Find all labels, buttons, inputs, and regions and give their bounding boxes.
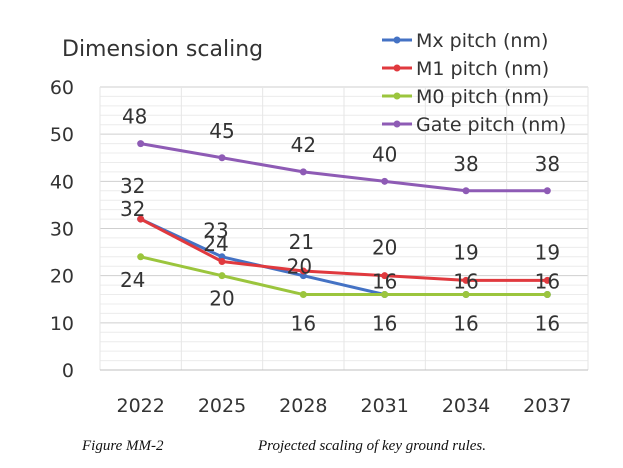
figure-caption: Figure MM-2 Projected scaling of key gro… — [0, 434, 623, 458]
y-tick-label: 30 — [50, 219, 74, 241]
legend-label: Gate pitch (nm) — [416, 114, 566, 136]
series-line-gate — [140, 142, 548, 193]
data-point-m0 — [299, 291, 307, 299]
x-tick-label: 2028 — [279, 395, 327, 417]
y-tick-label: 10 — [50, 313, 74, 335]
data-point-gate — [381, 177, 389, 185]
y-tick-label: 60 — [50, 77, 74, 99]
legend-label: M1 pitch (nm) — [416, 58, 549, 80]
y-tick-label: 50 — [50, 124, 74, 146]
x-tick-label: 2034 — [442, 395, 490, 417]
data-point-m0 — [218, 272, 226, 280]
data-label-gate: 38 — [535, 152, 560, 176]
data-label-gate: 45 — [209, 119, 234, 143]
x-tick-label: 2025 — [198, 395, 246, 417]
chart-canvas: 0 10 20 30 40 50 60 2022 2025 2028 2031 2034 2037 32… — [50, 30, 589, 417]
data-label-m1: 21 — [289, 230, 314, 254]
data-label-m0: 16 — [453, 312, 478, 336]
data-label-gate: 38 — [453, 152, 478, 176]
data-label-gate: 42 — [291, 133, 316, 157]
data-point-m1 — [462, 276, 470, 284]
data-label-m0: 16 — [372, 312, 397, 336]
data-point-gate — [543, 187, 551, 195]
data-label-mx: 32 — [120, 197, 145, 221]
series-line-m1 — [139, 217, 548, 282]
x-tick-label: 2022 — [116, 395, 164, 417]
data-label-mx: 24 — [203, 232, 228, 256]
data-label-mx: 20 — [287, 255, 312, 279]
data-point-m0 — [137, 253, 145, 261]
data-label-mx: 16 — [535, 270, 560, 294]
axis-layer: 0 10 20 30 40 50 60 2022 2025 2028 2031 2034 2037 — [50, 77, 588, 417]
chart-title: Dimension scaling — [62, 37, 263, 62]
data-label-gate: 40 — [372, 142, 397, 166]
x-tick-label: 2031 — [360, 395, 408, 417]
data-point-gate — [218, 154, 226, 162]
legend-marker — [393, 92, 401, 100]
data-label-mx: 16 — [453, 270, 478, 294]
data-point-gate — [462, 187, 470, 195]
legend-label: M0 pitch (nm) — [416, 86, 549, 108]
data-label-m1: 19 — [535, 240, 560, 264]
legend-marker — [393, 120, 401, 128]
data-label-m0: 16 — [291, 312, 316, 336]
y-tick-label: 40 — [50, 171, 74, 193]
y-tick-label: 20 — [50, 266, 74, 288]
series-layer — [137, 140, 551, 299]
legend-label: Mx pitch (nm) — [416, 30, 548, 52]
data-label-m0: 24 — [120, 268, 145, 292]
legend: Mx pitch (nm) M1 pitch (nm) M0 pitch (nm) G… — [382, 30, 566, 136]
data-point-m0 — [543, 291, 551, 299]
caption-text: Projected scaling of key ground rules. — [258, 438, 487, 454]
data-point-m1 — [218, 258, 226, 266]
data-label-m0: 20 — [209, 287, 234, 311]
data-label-m0: 16 — [535, 312, 560, 336]
data-point-m0 — [462, 291, 470, 299]
legend-marker — [393, 64, 401, 72]
data-label-m1: 20 — [372, 236, 397, 260]
data-point-m1 — [381, 272, 389, 280]
caption-figure-number: Figure MM-2 — [82, 438, 164, 454]
data-point-m0 — [381, 291, 389, 299]
data-label-mx: 16 — [372, 270, 397, 294]
legend-marker — [393, 36, 401, 44]
series-line-m0 — [140, 255, 548, 297]
x-tick-label: 2037 — [523, 395, 571, 417]
data-point-gate — [137, 140, 145, 148]
data-point-m1 — [299, 267, 307, 275]
data-label-m1: 23 — [203, 219, 228, 243]
y-tick-label: 0 — [62, 360, 74, 382]
data-label-gate: 48 — [122, 105, 147, 129]
data-point-m1 — [543, 276, 551, 284]
data-point-gate — [299, 168, 307, 176]
data-label-m1: 32 — [120, 174, 145, 198]
data-point-m1 — [137, 215, 145, 223]
data-label-m1: 19 — [453, 240, 478, 264]
